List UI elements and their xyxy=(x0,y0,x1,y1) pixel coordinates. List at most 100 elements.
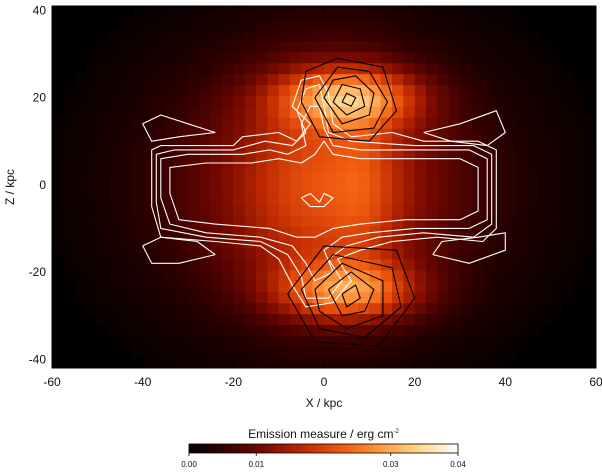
heatmap-cell xyxy=(188,258,200,271)
heatmap-cell xyxy=(516,84,529,97)
heatmap-cell xyxy=(516,215,529,227)
heatmap-cell xyxy=(335,128,348,140)
heatmap-cell xyxy=(392,226,404,238)
heatmap-cell xyxy=(550,182,563,195)
heatmap-cell xyxy=(131,117,144,129)
heatmap-cell xyxy=(403,106,416,118)
heatmap-cell xyxy=(562,215,574,227)
heatmap-cell xyxy=(267,29,280,42)
heatmap-cell xyxy=(403,73,416,86)
heatmap-cell xyxy=(505,128,518,140)
heatmap-cell xyxy=(392,117,404,129)
heatmap-cell xyxy=(233,182,246,195)
heatmap-cell xyxy=(335,73,348,86)
heatmap-cell xyxy=(165,291,178,304)
heatmap-cell xyxy=(74,226,87,238)
heatmap-cell xyxy=(86,269,98,282)
heatmap-cell xyxy=(471,248,484,260)
heatmap-cell xyxy=(256,193,268,206)
heatmap-cell xyxy=(301,51,314,64)
heatmap-cell xyxy=(290,204,302,216)
heatmap-cell xyxy=(460,269,472,282)
heatmap-cell xyxy=(335,291,348,304)
heatmap-cell xyxy=(380,302,393,315)
heatmap-cell xyxy=(573,171,586,184)
heatmap-cell xyxy=(278,51,291,64)
heatmap-cell xyxy=(222,117,234,129)
heatmap-cell xyxy=(494,29,506,42)
heatmap-cell xyxy=(437,346,450,358)
heatmap-cell xyxy=(199,335,212,347)
heatmap-cell xyxy=(290,128,302,140)
heatmap-cell xyxy=(358,117,370,129)
heatmap-cell xyxy=(539,248,552,260)
heatmap-cell xyxy=(380,248,393,260)
heatmap-cell xyxy=(244,106,257,118)
black-contour-line xyxy=(341,284,361,308)
heatmap-cell xyxy=(369,6,382,9)
heatmap-cell xyxy=(210,269,223,282)
heatmap-cell xyxy=(131,335,144,347)
heatmap-cell xyxy=(437,8,450,20)
heatmap-cell xyxy=(471,346,484,358)
heatmap-cell xyxy=(52,117,64,129)
heatmap-cell xyxy=(301,324,314,336)
heatmap-cell xyxy=(335,357,348,368)
heatmap-cell xyxy=(550,128,563,140)
heatmap-cell xyxy=(505,40,518,53)
heatmap-cell xyxy=(403,95,416,107)
heatmap-cell xyxy=(154,19,166,31)
heatmap-cell xyxy=(120,313,132,325)
heatmap-cell xyxy=(358,62,370,75)
heatmap-cell xyxy=(426,248,438,260)
heatmap-cell xyxy=(403,6,416,9)
heatmap-cell xyxy=(222,128,234,140)
heatmap-cell xyxy=(222,215,234,227)
heatmap-cell xyxy=(335,40,348,53)
heatmap-cell xyxy=(324,237,336,249)
heatmap-cell xyxy=(256,139,268,151)
heatmap-cell xyxy=(290,139,302,151)
heatmap-cell xyxy=(142,258,155,271)
heatmap-cell xyxy=(335,95,348,107)
heatmap-cell xyxy=(324,117,336,129)
heatmap-cell xyxy=(516,117,529,129)
heatmap-cell xyxy=(222,258,234,271)
heatmap-cell xyxy=(233,204,246,216)
heatmap-cell xyxy=(426,8,438,20)
heatmap-cell xyxy=(448,182,461,195)
heatmap-cell xyxy=(120,182,132,195)
heatmap-cell xyxy=(244,149,257,162)
heatmap-cell xyxy=(63,149,76,162)
heatmap-cell xyxy=(256,29,268,42)
heatmap-cell xyxy=(154,302,166,315)
black-contour-line xyxy=(314,262,384,330)
heatmap-cell xyxy=(154,258,166,271)
heatmap-cell xyxy=(63,128,76,140)
heatmap-cell xyxy=(528,291,540,304)
heatmap-cell xyxy=(426,215,438,227)
heatmap-cell xyxy=(505,182,518,195)
heatmap-cell xyxy=(414,95,427,107)
heatmap-cell xyxy=(403,313,416,325)
heatmap-cell xyxy=(346,73,359,86)
heatmap-cell xyxy=(108,149,121,162)
heatmap-cell xyxy=(233,313,246,325)
heatmap-cell xyxy=(86,237,98,249)
heatmap-cell xyxy=(358,204,370,216)
heatmap-cell xyxy=(267,280,280,293)
heatmap-cell xyxy=(392,84,404,97)
heatmap-cell xyxy=(562,149,574,162)
black-contour-line xyxy=(332,83,366,116)
heatmap-cell xyxy=(176,280,189,293)
heatmap-cell xyxy=(188,313,200,325)
heatmap-cell xyxy=(199,280,212,293)
heatmap-cell xyxy=(290,357,302,368)
heatmap-cell xyxy=(392,204,404,216)
black-contour-line xyxy=(323,75,375,125)
heatmap-cell xyxy=(414,40,427,53)
heatmap-cell xyxy=(154,237,166,249)
heatmap-cell xyxy=(494,171,506,184)
heatmap-cell xyxy=(256,313,268,325)
heatmap-cell xyxy=(505,215,518,227)
